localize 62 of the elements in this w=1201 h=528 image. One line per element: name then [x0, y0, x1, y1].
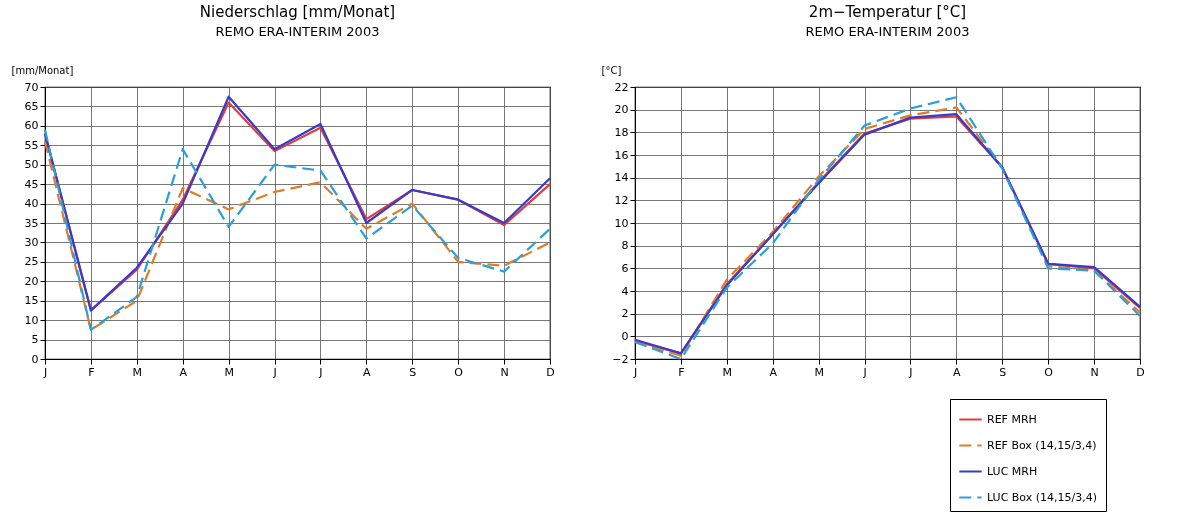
x-tick-label: N — [500, 365, 509, 379]
chart-title: 2m−Temperatur [°C] — [808, 3, 967, 21]
y-tick-label: 45 — [24, 177, 39, 191]
y-tick-label: 35 — [24, 216, 39, 230]
y-tick-label: 55 — [24, 138, 39, 152]
x-tick-label: A — [179, 365, 188, 379]
x-tick-label: J — [272, 365, 277, 379]
x-tick-label: J — [42, 365, 48, 379]
chart-title: Niederschlag [mm/Monat] — [199, 3, 396, 21]
x-tick-label: S — [999, 365, 1007, 379]
y-axis-title: [°C] — [601, 64, 622, 76]
x-tick-label: D — [1136, 365, 1145, 379]
y-tick-label: 20 — [614, 103, 629, 117]
x-tick-label: F — [88, 365, 95, 379]
y-tick-label: 70 — [24, 80, 39, 94]
legend-label: REF Box (14,15/3,4) — [987, 438, 1097, 452]
y-tick-label: 0 — [31, 352, 39, 366]
x-tick-label: A — [363, 365, 372, 379]
y-tick-label: 0 — [621, 329, 629, 343]
chart-subtitle: REMO ERA-INTERIM 2003 — [215, 24, 380, 39]
y-tick-label: 10 — [614, 216, 629, 230]
x-tick-label: F — [678, 365, 685, 379]
x-tick-label: S — [409, 365, 417, 379]
y-tick-label: 16 — [614, 148, 629, 162]
y-tick-label: 14 — [614, 171, 629, 185]
y-tick-label: 8 — [621, 239, 629, 253]
y-tick-label: 20 — [24, 274, 39, 288]
x-tick-label: J — [862, 365, 867, 379]
y-tick-label: 2 — [621, 307, 629, 321]
x-tick-label: J — [318, 365, 323, 379]
y-tick-label: 60 — [24, 119, 39, 133]
x-tick-label: M — [224, 365, 234, 379]
x-tick-label: M — [814, 365, 824, 379]
x-tick-label: D — [546, 365, 555, 379]
y-tick-label: 30 — [24, 235, 39, 249]
legend-label: LUC MRH — [987, 464, 1038, 478]
y-tick-label: 22 — [614, 80, 629, 94]
x-tick-label: O — [454, 365, 464, 379]
y-tick-label: 6 — [621, 261, 629, 275]
legend-label: REF MRH — [987, 412, 1037, 426]
x-tick-label: A — [953, 365, 962, 379]
y-tick-label: 4 — [621, 284, 629, 298]
x-tick-label: M — [132, 365, 143, 379]
y-tick-label: 5 — [31, 333, 39, 347]
legend-label: LUC Box (14,15/3,4) — [987, 490, 1098, 504]
x-tick-label: J — [632, 365, 638, 379]
y-tick-label: 65 — [24, 99, 39, 113]
x-tick-label: J — [908, 365, 913, 379]
y-tick-label: 18 — [614, 125, 629, 139]
chart-subtitle: REMO ERA-INTERIM 2003 — [805, 24, 970, 39]
x-tick-label: O — [1044, 365, 1054, 379]
y-axis-title: [mm/Monat] — [11, 64, 74, 76]
y-tick-label: 40 — [24, 197, 39, 211]
y-tick-label: 15 — [24, 294, 39, 308]
y-tick-label: 50 — [24, 158, 39, 172]
y-tick-label: −2 — [612, 352, 629, 366]
y-tick-label: 25 — [24, 255, 39, 269]
y-tick-label: 10 — [24, 313, 39, 327]
x-tick-label: A — [769, 365, 778, 379]
x-tick-label: N — [1090, 365, 1099, 379]
y-tick-label: 12 — [614, 193, 629, 207]
x-tick-label: M — [722, 365, 733, 379]
